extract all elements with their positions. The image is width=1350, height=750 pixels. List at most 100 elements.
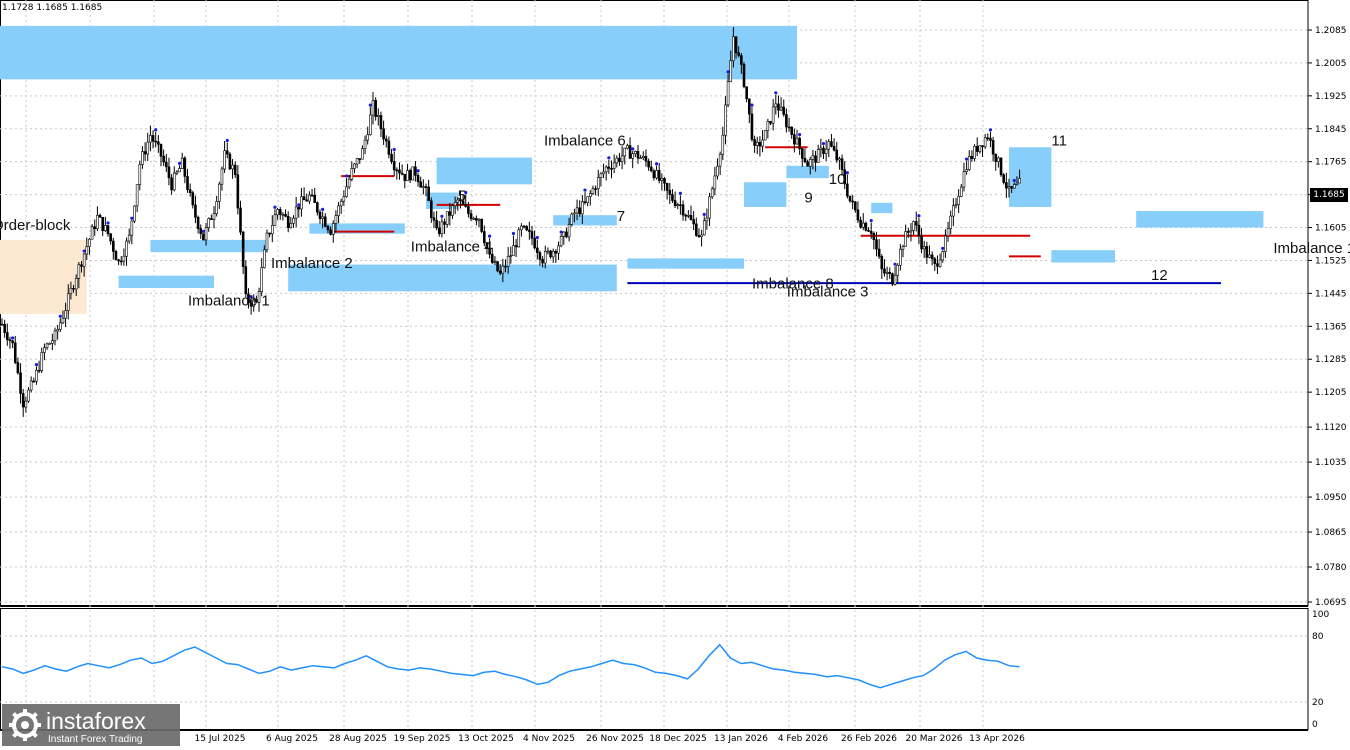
time-tick-label: 6 Aug 2025: [266, 734, 318, 744]
candle-body: [376, 115, 380, 117]
candle-body: [130, 220, 134, 236]
zone-label: Imbalance 2: [271, 255, 353, 272]
time-tick-label: 26 Nov 2025: [586, 734, 644, 744]
candle-body: [82, 253, 86, 267]
candle-body: [292, 217, 295, 224]
candle-body: [151, 135, 155, 142]
candle-body: [925, 246, 929, 258]
candle-body: [191, 192, 195, 206]
candle-body: [143, 151, 147, 155]
candle-body: [771, 106, 775, 124]
candle-body: [101, 216, 104, 231]
candle-body: [793, 134, 796, 145]
candle-body: [803, 158, 807, 163]
zone-labels-layer: Order-block Imbalance 1 Imbalance 2 Imbalan…: [0, 132, 1350, 309]
candle-body: [618, 157, 621, 162]
candle-body: [297, 206, 301, 210]
candle-body: [294, 206, 298, 219]
candle-body: [207, 218, 210, 228]
candle-body: [983, 137, 987, 148]
candle-body: [742, 64, 746, 88]
candle-body: [997, 157, 1000, 162]
fractal-marker: [225, 138, 229, 143]
candle-body: [390, 154, 393, 162]
candle-body: [970, 156, 974, 159]
candle-body: [180, 157, 184, 169]
candle-body: [186, 176, 189, 190]
candle-body: [387, 140, 391, 155]
price-axis: 1.2085 1.2005 1.1925 1.1845 1.1765 1.1685 1.16…: [1308, 26, 1347, 608]
candle-body: [72, 287, 75, 290]
candle-body: [64, 310, 67, 319]
candle-body: [69, 287, 73, 295]
candle-body: [316, 202, 319, 213]
candle-body: [899, 248, 902, 266]
fractal-marker: [988, 128, 993, 132]
candle-body: [488, 247, 491, 255]
candle-body: [475, 218, 478, 221]
candle-body: [384, 138, 388, 142]
candle-body: [734, 36, 738, 54]
candle-body: [310, 194, 314, 197]
candle-body: [165, 161, 168, 168]
zone-7: [553, 215, 617, 226]
candle-body: [302, 196, 306, 201]
candle-body: [467, 206, 470, 214]
candle-body: [210, 218, 213, 220]
fractal-marker: [678, 191, 683, 195]
candle-body: [265, 232, 269, 251]
price-tick-label: 1.1205: [1315, 388, 1347, 398]
candle-body: [721, 134, 725, 155]
candle-body: [300, 196, 303, 210]
candle-body: [119, 260, 123, 263]
zone-imbalance-4: [309, 223, 405, 234]
candle-body: [255, 299, 258, 303]
candle-body: [1010, 186, 1013, 189]
fractal-marker: [607, 156, 611, 160]
candle-body: [933, 258, 937, 264]
fractal-marker: [34, 363, 39, 367]
candle-body: [392, 161, 396, 171]
candle-body: [416, 175, 420, 183]
candle-body: [252, 299, 256, 307]
fractal-marker: [821, 141, 826, 146]
candle-body: [954, 204, 958, 207]
candle-body: [363, 139, 367, 149]
candle-body: [29, 380, 33, 391]
fractal-marker: [273, 205, 277, 209]
candle-body: [231, 164, 234, 170]
candle-body: [827, 141, 831, 150]
candle-body: [930, 254, 934, 260]
fractal-marker: [511, 231, 516, 236]
candle-body: [408, 170, 412, 181]
candle-body: [649, 166, 653, 172]
price-tick-label: 1.1925: [1315, 92, 1347, 102]
candle-body: [575, 207, 579, 214]
candle-body: [56, 329, 59, 332]
candle-body: [607, 166, 611, 169]
candle-body: [257, 291, 261, 303]
candle-body: [967, 156, 971, 170]
candle-body: [713, 175, 717, 190]
candle-body: [167, 166, 171, 179]
price-tick-label: 1.1605: [1315, 224, 1347, 234]
candle-body: [6, 332, 9, 341]
candle-body: [371, 100, 375, 116]
candle-body: [448, 211, 452, 216]
candle-body: [883, 268, 886, 274]
candle-body: [681, 204, 685, 216]
fractal-marker: [631, 147, 635, 151]
candle-body: [888, 272, 892, 274]
candle-body: [838, 158, 841, 161]
candle-body: [284, 214, 287, 217]
fractal-marker: [321, 207, 325, 212]
fractal-marker: [583, 188, 587, 192]
rsi-tick-label: 20: [1312, 698, 1324, 708]
candle-body: [989, 137, 992, 141]
zone-imbalance-6: [436, 157, 532, 185]
candle-body: [374, 100, 377, 117]
candle-body: [819, 147, 823, 150]
candle-body: [705, 217, 709, 222]
candle-body: [270, 225, 274, 235]
zone-order-block: [0, 239, 87, 314]
